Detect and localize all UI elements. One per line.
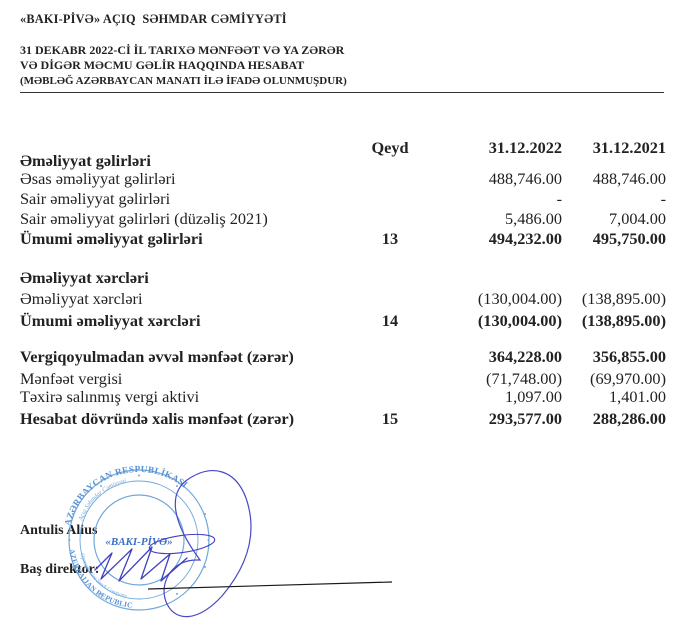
svg-text:«BAKI-PİVƏ»: «BAKI-PİVƏ»	[105, 536, 172, 548]
